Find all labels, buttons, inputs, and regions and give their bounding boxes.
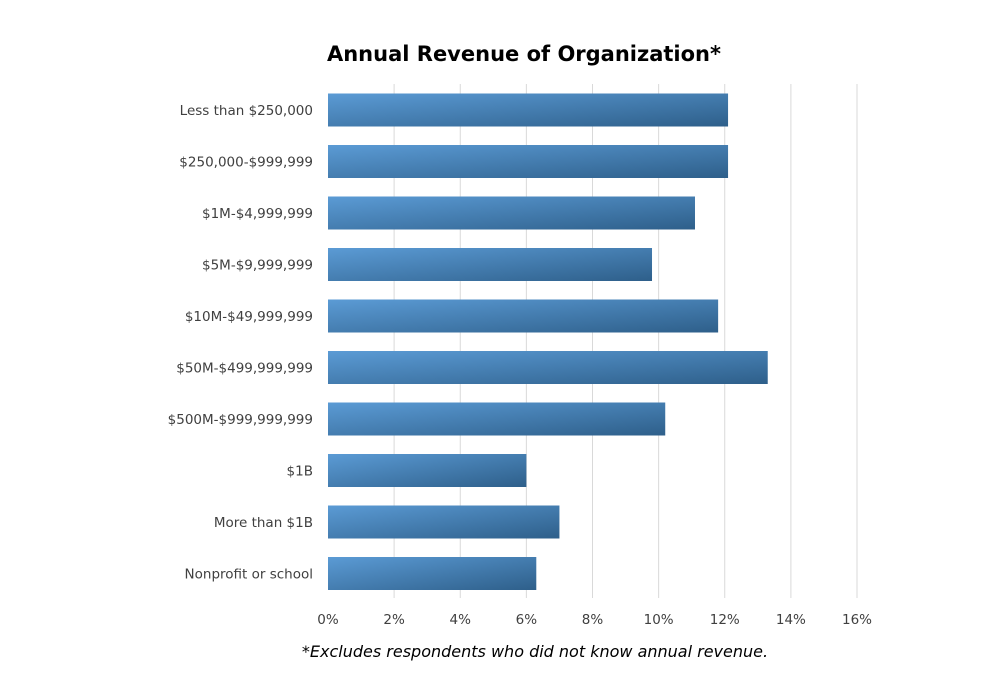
bar: [328, 351, 768, 384]
category-label: $500M-$999,999,999: [168, 412, 313, 428]
bar: [328, 299, 719, 333]
category-label: Nonprofit or school: [185, 567, 313, 583]
category-label: Less than $250,000: [180, 103, 313, 119]
chart-footnote: *Excludes respondents who did not know a…: [302, 642, 768, 661]
bar: [328, 454, 527, 487]
x-tick-label: 4%: [450, 612, 472, 628]
bar: [328, 402, 666, 436]
category-label: $250,000-$999,999: [179, 155, 313, 171]
category-label: $50M-$499,999,999: [176, 361, 313, 377]
x-tick-label: 8%: [582, 612, 604, 628]
x-axis-tick-labels: 0% 2% 4% 6% 8% 10% 12% 14% 16%: [317, 612, 872, 628]
category-label: $1B: [287, 464, 313, 480]
category-labels: Less than $250,000 $250,000-$999,999 $1M-$…: [168, 103, 313, 583]
category-label: $10M-$49,999,999: [185, 309, 313, 325]
category-label: $1M-$4,999,999: [202, 206, 313, 222]
x-tick-label: 10%: [644, 612, 674, 628]
bar: [328, 93, 729, 127]
category-label: More than $1B: [214, 515, 313, 531]
x-tick-label: 0%: [317, 612, 339, 628]
x-tick-label: 2%: [383, 612, 405, 628]
bar: [328, 196, 695, 230]
x-tick-label: 14%: [776, 612, 806, 628]
bar: [328, 557, 537, 590]
x-tick-label: 6%: [516, 612, 538, 628]
bar: [328, 248, 653, 281]
bars: [328, 93, 768, 590]
x-tick-label: 12%: [710, 612, 740, 628]
category-label: $5M-$9,999,999: [202, 258, 313, 274]
bar: [328, 145, 729, 178]
chart-title: Annual Revenue of Organization*: [327, 42, 721, 66]
bar: [328, 505, 560, 539]
x-tick-label: 16%: [842, 612, 872, 628]
